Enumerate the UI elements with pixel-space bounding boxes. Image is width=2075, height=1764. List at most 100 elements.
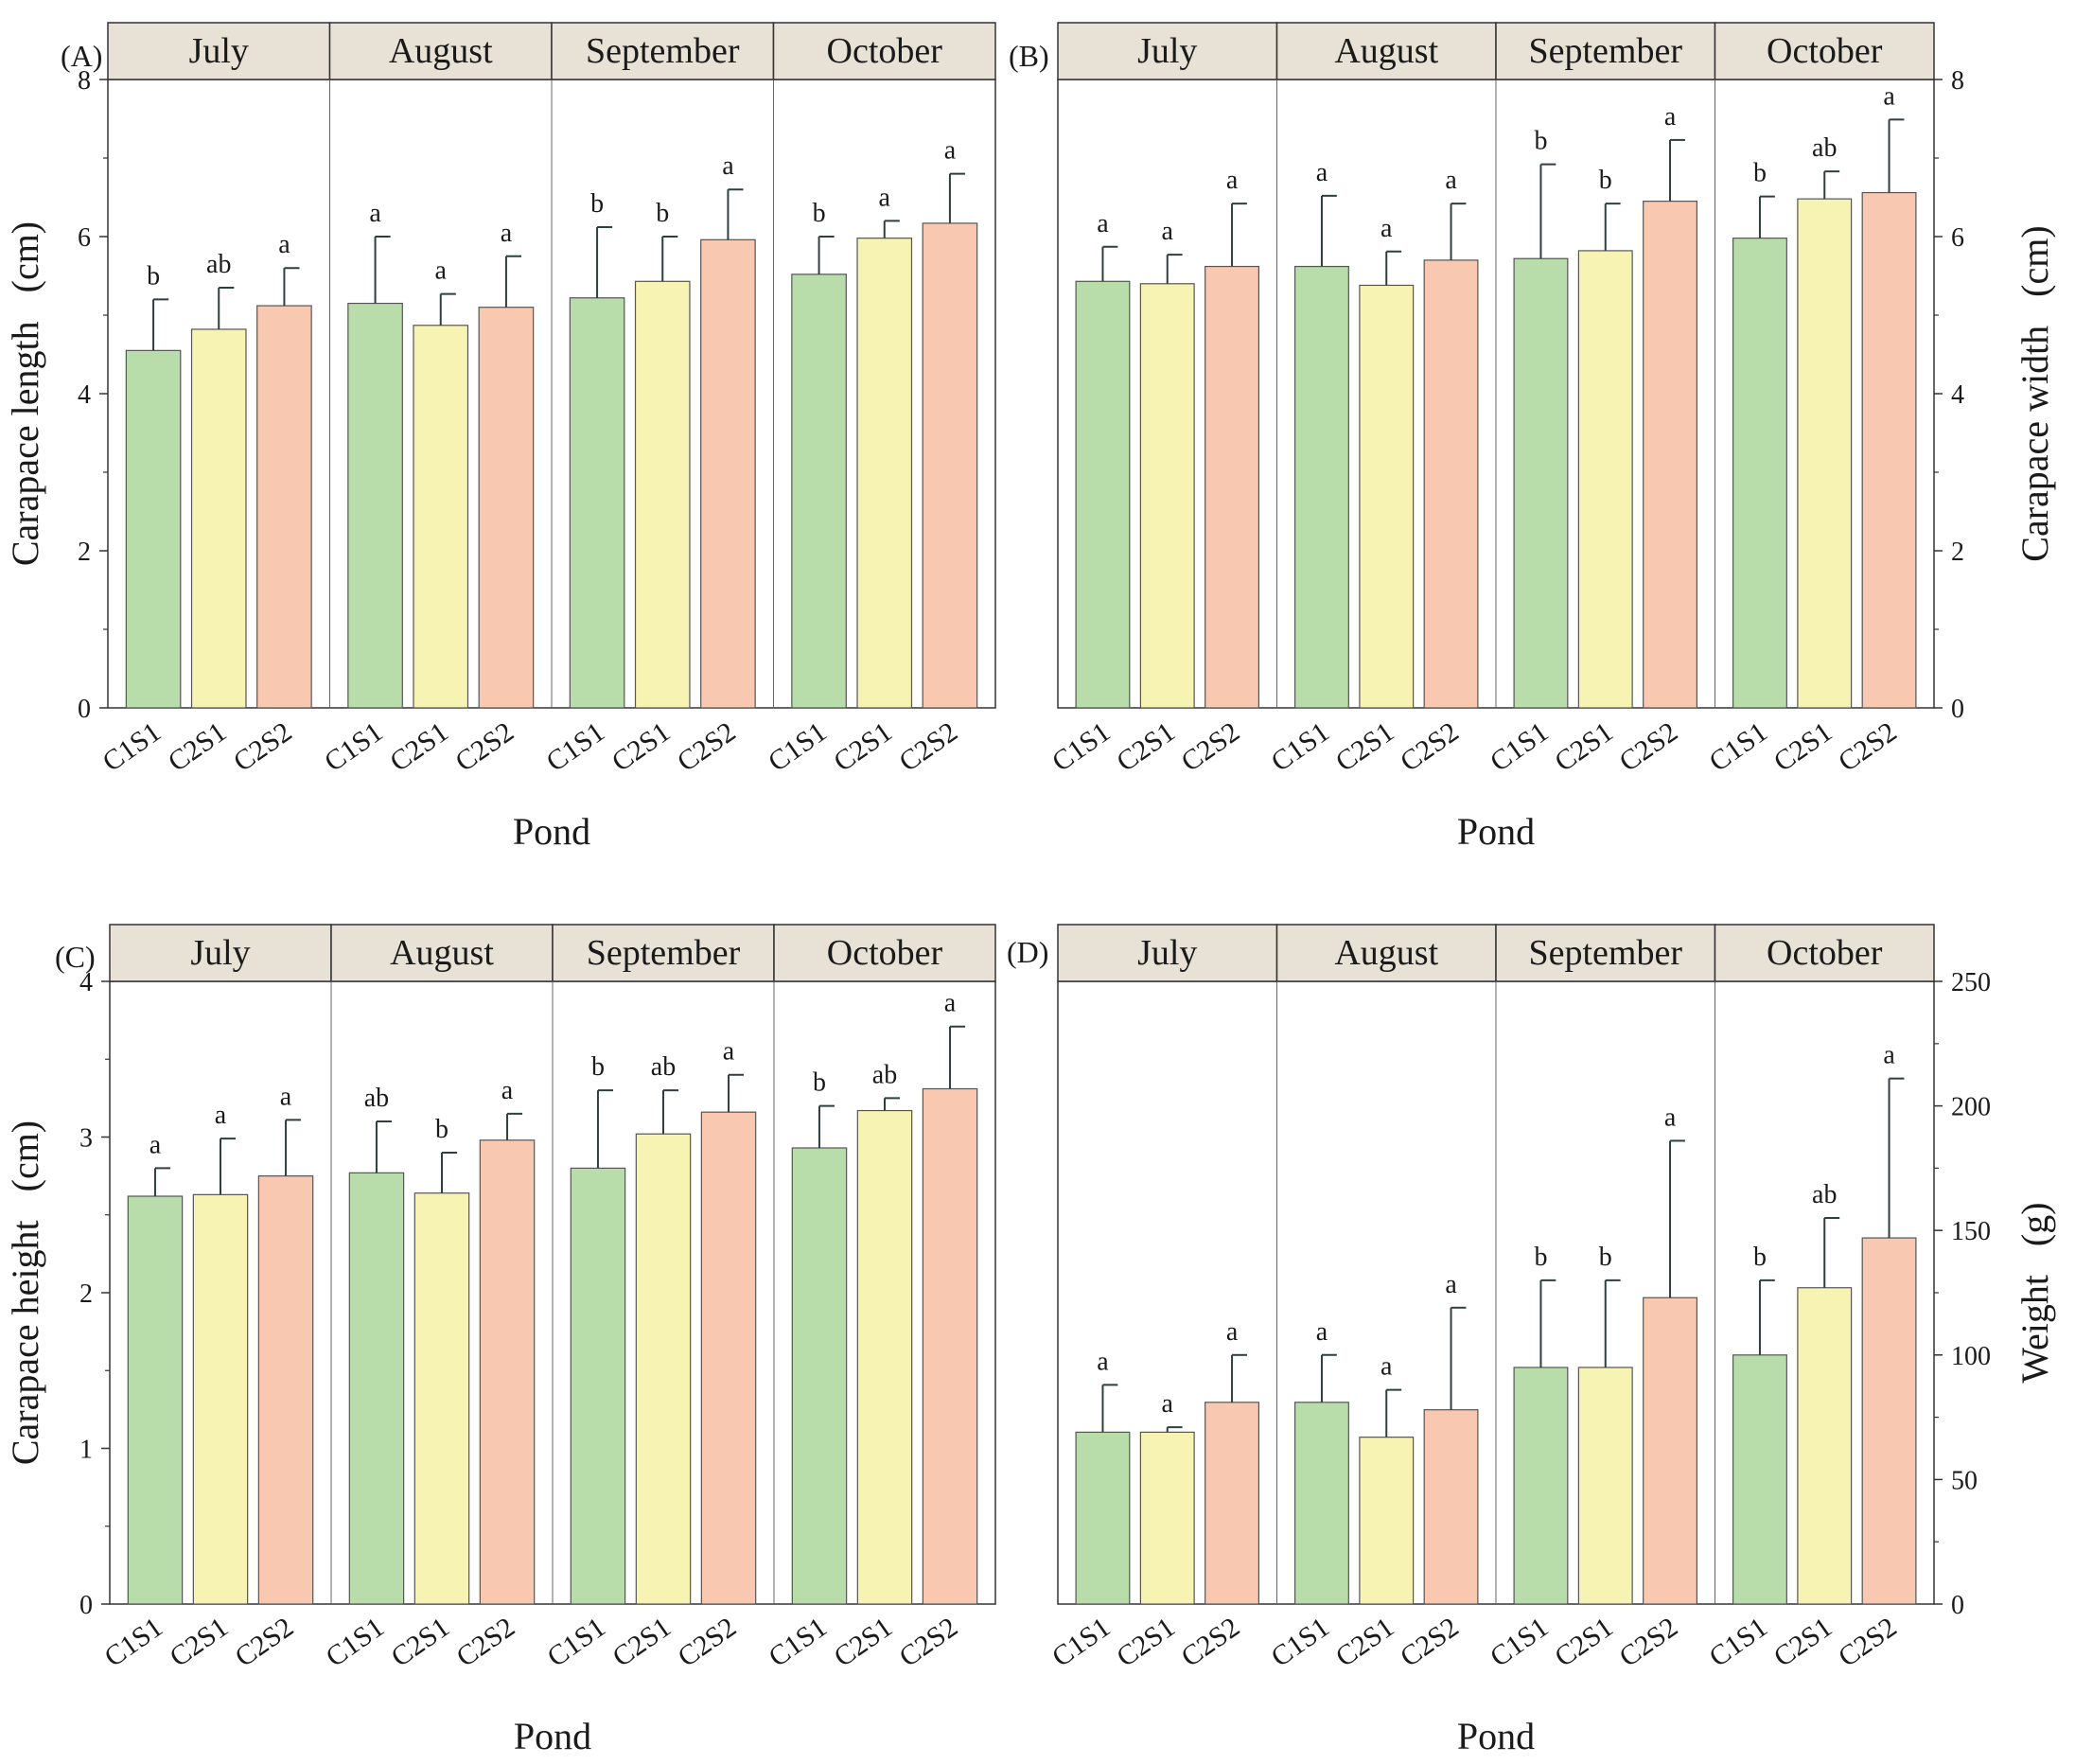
x-category-label: C1S1: [1703, 1612, 1773, 1673]
bar-c2s1-july: [1139, 283, 1195, 709]
x-axis-label: Pond: [1457, 1715, 1535, 1757]
bar-c1s1-july: [1075, 280, 1131, 709]
y-tick-label: 4: [79, 968, 93, 997]
bar-c2s1-october: [856, 238, 913, 709]
bar-c2s2-july: [257, 1175, 314, 1605]
facet-label-october: October: [1767, 31, 1883, 71]
bar-c2s1-august: [1359, 284, 1415, 709]
x-category-label: C2S2: [229, 1612, 299, 1673]
facet-label-october: October: [827, 933, 943, 973]
significance-letter: b: [813, 199, 826, 228]
x-category-label: C2S1: [607, 1612, 677, 1673]
x-category-label: C2S1: [384, 716, 454, 778]
facet-label-august: August: [389, 31, 493, 71]
significance-letter: b: [1599, 166, 1612, 195]
significance-letter: a: [1664, 1102, 1677, 1132]
x-category-label: C1S1: [1265, 716, 1335, 778]
bar-c2s2-august: [479, 1139, 536, 1605]
bar-c1s1-october: [791, 1147, 848, 1605]
bar-c2s2-september: [1643, 1297, 1698, 1605]
facet-label-september: September: [1528, 31, 1682, 71]
bar-c1s1-july: [1075, 1431, 1131, 1605]
significance-letter: b: [1534, 1243, 1547, 1272]
facet-strip: [1495, 924, 1716, 982]
significance-letter: a: [722, 151, 734, 181]
y-tick-label: 6: [1951, 223, 1964, 253]
y-tick-label: 2: [1951, 538, 1964, 567]
facet-strip: [1057, 22, 1278, 80]
significance-letter: a: [1445, 1270, 1457, 1299]
facet-label-october: October: [1767, 933, 1883, 973]
panel-d-weight: July August September October 0 50 100 150 200 25…: [1007, 924, 2056, 1757]
y-tick-label: 0: [79, 1591, 93, 1620]
bar-c2s1-july: [192, 1193, 249, 1605]
bar-c1s1-october: [791, 273, 847, 709]
x-axis-label: Pond: [513, 810, 590, 853]
significance-letter: b: [590, 189, 604, 219]
significance-letter: b: [591, 1052, 605, 1082]
facet-strip: [1495, 22, 1716, 80]
x-category-label: C1S1: [1265, 1612, 1335, 1673]
y-tick-label: 1: [79, 1436, 93, 1465]
significance-letter: a: [501, 1076, 514, 1105]
x-category-label: C2S1: [1111, 716, 1181, 778]
bar-c2s1-august: [413, 1192, 470, 1605]
significance-letter: ab: [364, 1084, 389, 1113]
significance-letter: a: [1445, 166, 1457, 195]
x-category-label: C2S1: [828, 1612, 898, 1673]
significance-letter: a: [944, 136, 957, 166]
x-category-label: C1S1: [1703, 716, 1773, 778]
x-category-label: C2S1: [164, 1612, 234, 1673]
facet-label-july: July: [190, 933, 250, 973]
significance-letter: a: [1162, 1389, 1174, 1419]
bar-c1s1-august: [1293, 265, 1349, 709]
y-axis-label: Carapace width (cm): [2013, 225, 2056, 561]
significance-letter: a: [1097, 1347, 1109, 1376]
y-tick-label: 2: [78, 538, 91, 567]
x-category-label: C2S2: [1833, 1612, 1903, 1673]
bar-c1s1-july: [125, 349, 182, 709]
significance-letter: a: [1226, 1317, 1239, 1347]
bar-c2s2-october: [1861, 1237, 1917, 1605]
x-axis-label: Pond: [514, 1715, 591, 1757]
significance-letter: a: [1380, 1352, 1393, 1382]
bar-c1s1-july: [127, 1195, 184, 1605]
x-category-label: C2S1: [828, 716, 898, 778]
significance-letter: ab: [651, 1052, 676, 1082]
facet-strip: [552, 924, 775, 982]
facet-strip: [1714, 22, 1935, 80]
bar-c2s2-july: [1205, 1402, 1260, 1605]
significance-letter: a: [1226, 166, 1239, 195]
bar-c2s1-july: [1139, 1431, 1195, 1605]
facet-strip: [109, 924, 332, 982]
y-tick-label: 0: [1951, 695, 1964, 724]
x-category-label: C2S1: [163, 716, 233, 778]
bar-c2s2-september: [700, 1111, 757, 1605]
bar-c1s1-august: [348, 1172, 405, 1605]
y-axis-label: Carapace length (cm): [4, 221, 46, 566]
x-category-label: C1S1: [763, 1612, 833, 1673]
facet-strip: [330, 924, 554, 982]
x-category-label: C2S2: [450, 1612, 520, 1673]
y-tick-label: 50: [1951, 1466, 1978, 1495]
y-tick-label: 8: [1951, 66, 1964, 96]
facet-strip: [107, 22, 331, 80]
facet-label-september: September: [1528, 933, 1682, 973]
panel-a-carapace-length: July August September October 0 2 4 6 8 Carapace …: [4, 22, 996, 853]
significance-letter: b: [1534, 127, 1547, 156]
x-category-label: C2S2: [1175, 716, 1245, 778]
bar-c1s1-september: [1513, 1367, 1569, 1605]
bar-c1s1-september: [570, 1167, 626, 1605]
facet-label-august: August: [390, 933, 494, 973]
x-category-label: C2S1: [1330, 1612, 1400, 1673]
bar-c1s1-august: [347, 302, 403, 709]
bar-c2s2-september: [700, 238, 756, 709]
bar-c1s1-october: [1732, 238, 1787, 709]
y-tick-label: 250: [1951, 968, 1991, 997]
x-category-label: C2S1: [607, 716, 677, 778]
x-category-label: C2S1: [1768, 716, 1838, 778]
significance-letter: a: [879, 183, 891, 212]
significance-letter: a: [435, 256, 448, 286]
x-category-label: C1S1: [320, 1612, 390, 1673]
facet-strip: [1275, 22, 1497, 80]
